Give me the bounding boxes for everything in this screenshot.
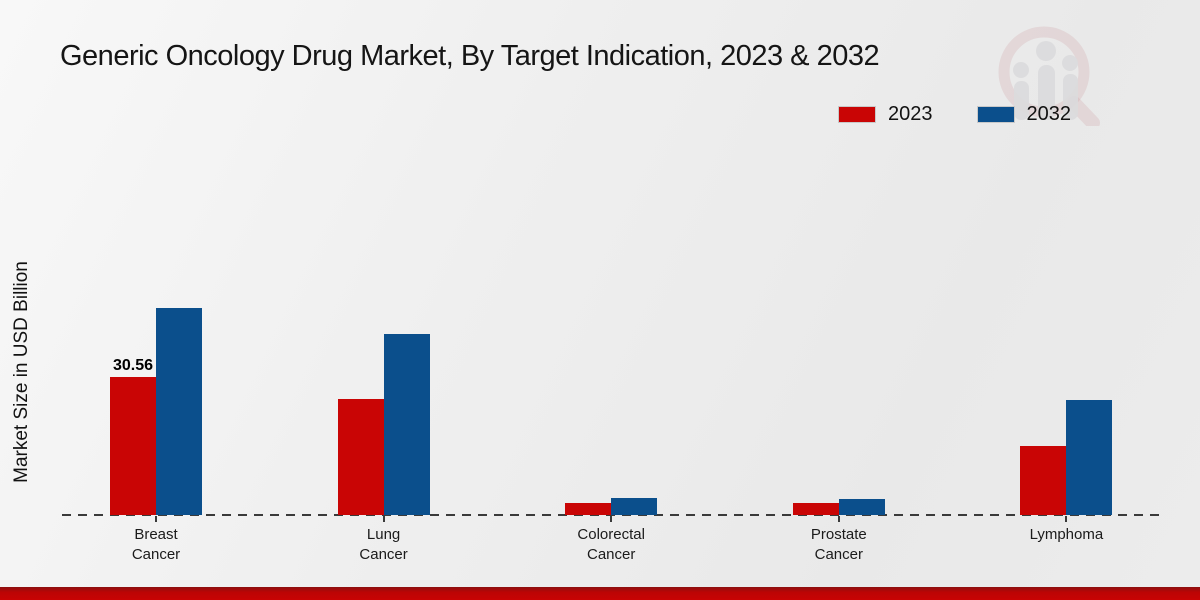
x-tick-label-lymphoma: Lymphoma bbox=[1029, 526, 1104, 543]
x-axis-tick bbox=[837, 516, 840, 522]
footer-accent-bar bbox=[0, 587, 1200, 600]
bar-2023-lymphoma bbox=[1020, 445, 1067, 515]
bar-value-label: 30.56 bbox=[112, 357, 154, 374]
bar-2023-lung-cancer bbox=[337, 398, 384, 515]
x-axis-tick bbox=[1065, 516, 1068, 522]
legend-label-2023: 2023 bbox=[888, 103, 933, 125]
x-tick-label-prostate-cancer: Prostate Cancer bbox=[810, 526, 867, 563]
bar-2023-prostate-cancer bbox=[792, 502, 839, 515]
chart-title: Generic Oncology Drug Market, By Target … bbox=[60, 40, 880, 72]
legend-label-2032: 2032 bbox=[1026, 103, 1072, 125]
bar-2032-lymphoma bbox=[1066, 399, 1113, 515]
x-tick-label-colorectal-cancer: Colorectal Cancer bbox=[577, 526, 645, 563]
x-axis-tick bbox=[382, 516, 385, 522]
x-axis-baseline bbox=[62, 514, 1160, 516]
magnifier-people-bars-logo-icon bbox=[998, 26, 1100, 126]
bar-2032-breast-cancer bbox=[156, 307, 202, 515]
legend-swatch-2023 bbox=[838, 106, 876, 123]
bar-2032-prostate-cancer bbox=[838, 498, 885, 515]
legend-swatch-2032 bbox=[976, 106, 1015, 123]
x-axis-tick bbox=[610, 516, 613, 522]
bar-2023-colorectal-cancer bbox=[565, 502, 612, 515]
legend: 2023 2032 bbox=[838, 103, 1071, 126]
x-tick-label-lung-cancer: Lung Cancer bbox=[359, 526, 408, 563]
x-tick-label-breast-cancer: Breast Cancer bbox=[131, 526, 181, 563]
x-axis-tick bbox=[155, 516, 157, 522]
legend-item-2023: 2023 bbox=[838, 103, 933, 126]
bar-2032-lung-cancer bbox=[383, 333, 430, 515]
legend-item-2032: 2032 bbox=[976, 103, 1072, 126]
bar-2032-colorectal-cancer bbox=[611, 497, 658, 515]
bar-2023-breast-cancer bbox=[110, 377, 156, 515]
